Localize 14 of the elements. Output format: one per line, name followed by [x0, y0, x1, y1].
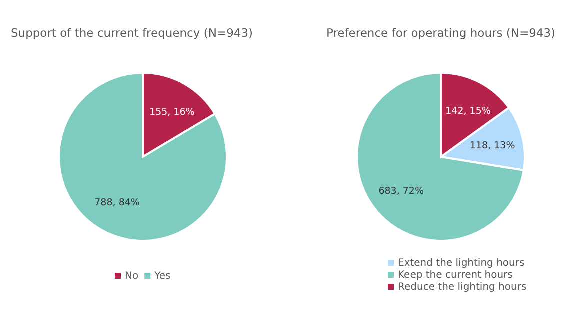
chart-title: Preference for operating hours (N=943) [326, 26, 556, 40]
data-label: 155, 16% [150, 107, 195, 118]
legend-label: No [125, 271, 139, 282]
pie-slice [356, 72, 525, 242]
pie-slice [58, 72, 228, 242]
legend-label: Reduce the lighting hours [398, 282, 527, 293]
data-label: 683, 72% [378, 186, 424, 198]
data-label: 788, 84% [94, 198, 140, 209]
data-label: 118, 13% [470, 140, 516, 152]
chart-title: Support of the current frequency (N=943) [10, 26, 254, 40]
legend-label: Keep the current hours [398, 270, 513, 281]
data-label: 142, 15% [446, 106, 491, 117]
legend-label: Extend the lighting hours [398, 258, 525, 269]
legend-label: Yes [154, 271, 171, 282]
